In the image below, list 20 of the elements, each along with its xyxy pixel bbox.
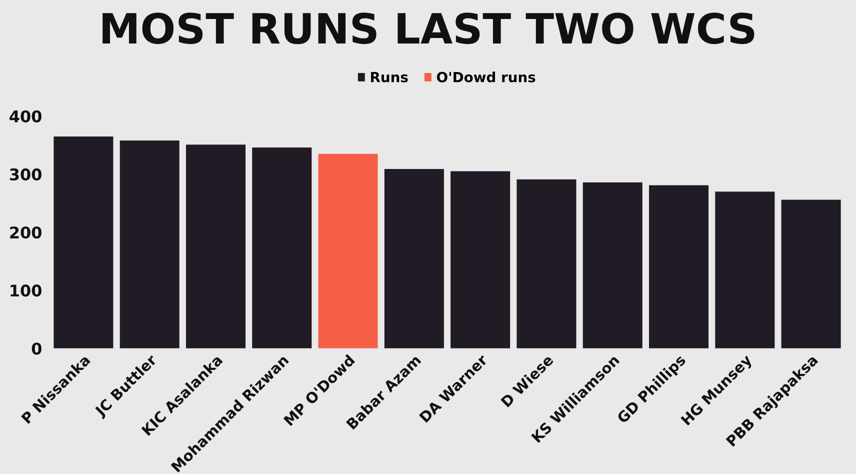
y-tick-label: 0 xyxy=(32,342,42,355)
legend-label: Runs xyxy=(371,72,408,82)
bar xyxy=(384,168,444,348)
y-tick-label: 100 xyxy=(10,284,42,297)
bar xyxy=(318,154,378,348)
y-tick-label: 300 xyxy=(10,168,42,180)
bar xyxy=(649,185,709,348)
y-tick-label: 200 xyxy=(10,226,42,239)
bar xyxy=(781,200,841,348)
chart-title: MOST RUNS LAST TWO WCS xyxy=(102,12,754,44)
bar xyxy=(252,147,312,348)
bar xyxy=(715,192,775,348)
bar xyxy=(120,140,180,348)
bar xyxy=(582,182,642,348)
bar xyxy=(54,136,114,348)
bar xyxy=(186,144,246,348)
bar xyxy=(450,171,510,348)
legend-label: O'Dowd runs xyxy=(436,72,536,82)
bar xyxy=(516,179,576,348)
y-tick-label: 400 xyxy=(10,110,42,122)
